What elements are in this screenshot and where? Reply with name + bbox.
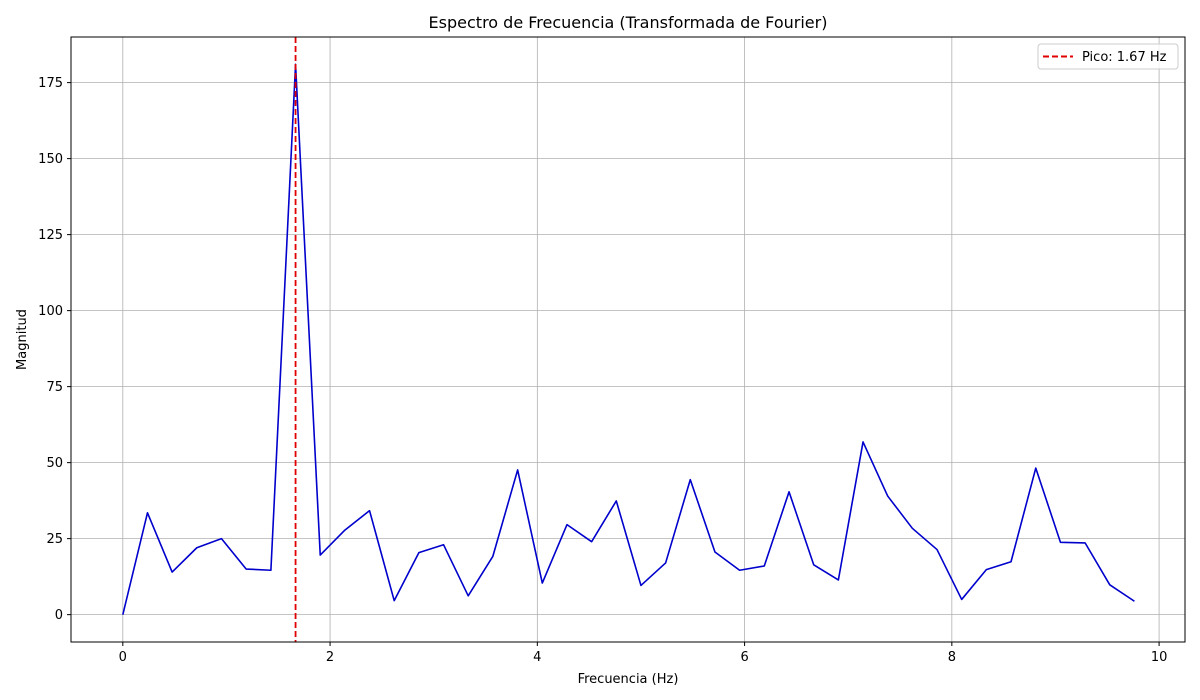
y-tick-label: 150 — [38, 152, 63, 167]
y-tick-label: 50 — [46, 456, 63, 471]
legend: Pico: 1.67 Hz — [1037, 43, 1179, 70]
chart-title: Espectro de Frecuencia (Transformada de … — [429, 13, 828, 32]
y-tick-label: 175 — [38, 76, 63, 91]
grid — [71, 37, 1185, 642]
legend-label: Pico: 1.67 Hz — [1082, 50, 1167, 65]
x-tick-label: 0 — [119, 650, 127, 665]
spectrum-line — [122, 63, 1135, 615]
x-tick-label: 6 — [740, 650, 748, 665]
x-tick-label: 8 — [948, 650, 956, 665]
y-tick-label: 100 — [38, 304, 63, 319]
y-tick-label: 25 — [46, 532, 63, 547]
y-axis-label: Magnitud — [15, 309, 30, 370]
x-tick-label: 4 — [533, 650, 541, 665]
legend-box — [1037, 43, 1179, 70]
x-axis-label: Frecuencia (Hz) — [578, 672, 679, 687]
y-tick-label: 0 — [55, 608, 63, 623]
plot-frame — [70, 36, 1186, 643]
x-tick-label: 10 — [1151, 650, 1168, 665]
y-tick-label: 75 — [46, 380, 63, 395]
series-layer — [122, 63, 1135, 615]
x-tick-label: 2 — [326, 650, 334, 665]
y-tick-label: 125 — [38, 228, 63, 243]
